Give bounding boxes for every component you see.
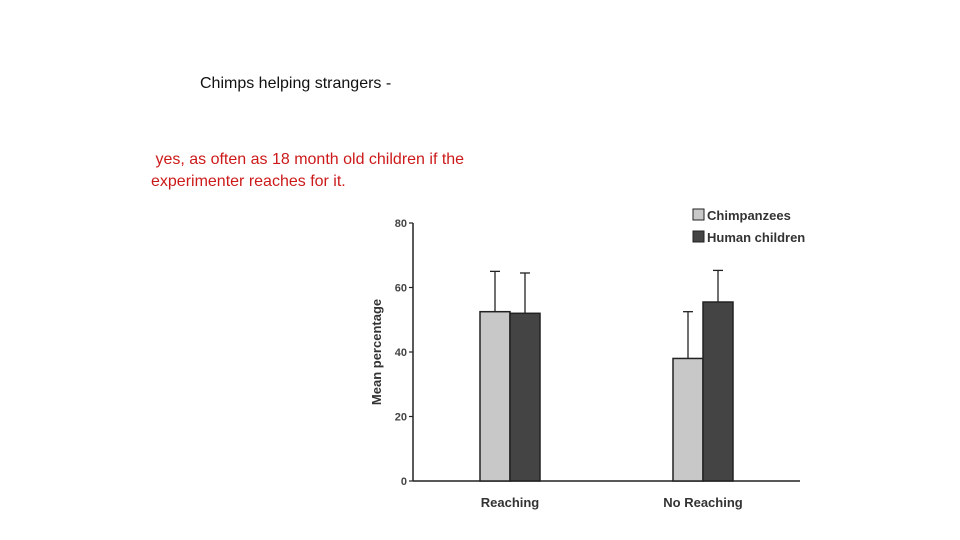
- answer-line-1: yes, as often as 18 month old children i…: [151, 151, 465, 168]
- y-tick-label: 20: [395, 412, 407, 424]
- bar-chimpanzees: [479, 310, 511, 482]
- slide-title: Chimps helping strangers -: [200, 75, 392, 92]
- answer-text: yes, as often as 18 month old children i…: [151, 149, 531, 193]
- answer-line-2: experimenter reaches for it.: [151, 173, 346, 190]
- bar-human-children: [702, 301, 734, 482]
- y-tick-label: 0: [401, 476, 407, 488]
- x-category-label: Reaching: [481, 495, 540, 510]
- legend-swatch: [692, 230, 705, 243]
- bar-human-children: [509, 312, 541, 482]
- x-category-label: No Reaching: [663, 495, 743, 510]
- y-axis-label: Mean percentage: [369, 299, 384, 405]
- bar-chimpanzees: [672, 357, 704, 482]
- y-tick-label: 80: [395, 218, 407, 230]
- y-tick-label: 60: [395, 283, 407, 295]
- legend-swatch: [692, 208, 705, 221]
- legend-label: Human children: [707, 230, 805, 245]
- y-tick-label: 40: [395, 347, 407, 359]
- legend-label: Chimpanzees: [707, 208, 791, 223]
